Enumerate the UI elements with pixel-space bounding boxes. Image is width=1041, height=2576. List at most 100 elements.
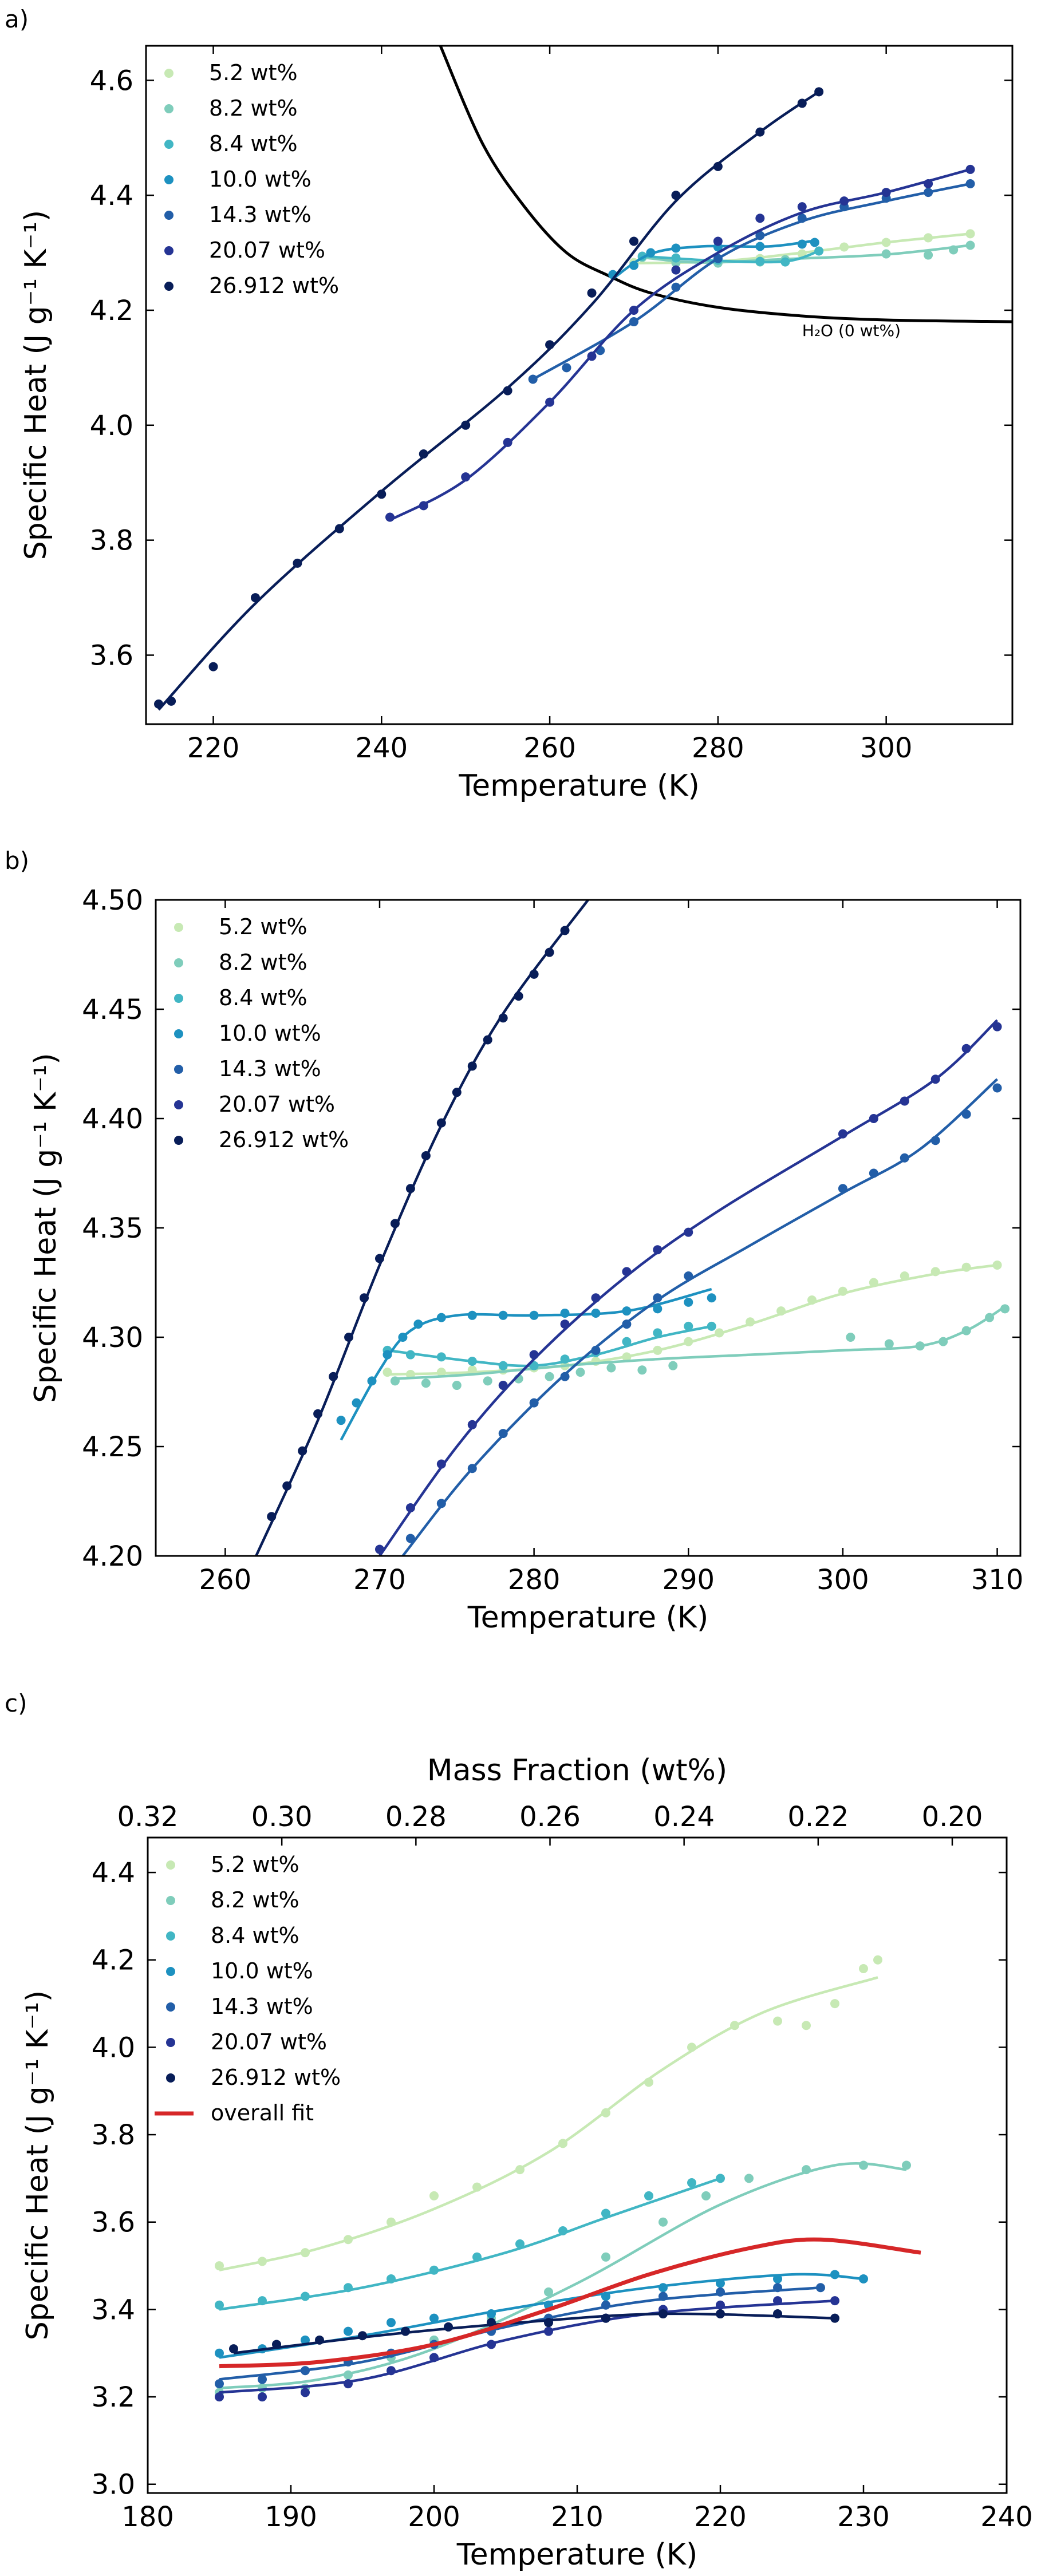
series-10-0-wt-	[336, 1287, 716, 1441]
legend-label: 5.2 wt%	[211, 1852, 299, 1877]
data-point	[215, 2261, 224, 2271]
data-point	[514, 991, 523, 1001]
data-point	[773, 2274, 782, 2283]
data-point	[336, 1416, 346, 1425]
data-point	[601, 2108, 610, 2117]
data-point	[776, 1306, 786, 1316]
data-point	[498, 1429, 508, 1439]
data-point	[671, 282, 681, 292]
data-point	[658, 2283, 668, 2293]
data-point	[797, 98, 807, 108]
data-point	[646, 248, 656, 258]
data-point	[716, 2174, 725, 2183]
data-point	[358, 2331, 367, 2341]
data-point	[930, 1136, 940, 1145]
legend-marker	[164, 211, 174, 220]
data-point	[405, 1503, 415, 1512]
data-point	[915, 1341, 925, 1351]
data-point	[744, 2174, 754, 2183]
data-point	[961, 1262, 971, 1272]
data-point	[529, 1398, 539, 1408]
series-26-912-wt-	[255, 900, 589, 1556]
x-tick-label: 240	[980, 2501, 1033, 2533]
water-annotation: H₂O (0 wt%)	[802, 321, 901, 340]
data-point	[467, 1357, 477, 1366]
data-point	[814, 246, 824, 256]
legend-marker	[174, 1029, 183, 1038]
data-point	[684, 1297, 693, 1307]
data-point	[334, 524, 344, 534]
fit-line	[395, 1305, 1006, 1380]
data-point	[258, 2257, 267, 2266]
top-x-tick-label: 0.22	[787, 1801, 849, 1833]
legend-label: 10.0 wt%	[219, 1021, 321, 1046]
data-point	[684, 1337, 693, 1346]
data-point	[301, 2388, 310, 2397]
fit-line	[233, 2312, 835, 2354]
data-point	[167, 696, 176, 706]
fit-line	[389, 168, 971, 521]
y-tick-label: 4.30	[82, 1322, 143, 1354]
y-tick-label: 4.0	[90, 410, 133, 442]
data-point	[560, 1354, 570, 1364]
y-tick-label: 4.50	[82, 884, 143, 916]
series-26-912-wt-	[229, 2309, 839, 2354]
series-5-2-wt-	[383, 1260, 1002, 1379]
series-5-2-wt-	[215, 1955, 882, 2271]
data-point	[671, 191, 681, 200]
data-point	[483, 1035, 492, 1045]
data-point	[267, 1512, 277, 1522]
legend-label: 8.4 wt%	[209, 131, 298, 156]
legend-label: 10.0 wt%	[209, 167, 311, 192]
data-point	[653, 1245, 663, 1255]
data-point	[545, 397, 555, 407]
data-point	[344, 2370, 353, 2380]
data-point	[383, 1368, 392, 1377]
data-point	[881, 249, 891, 259]
data-point	[629, 317, 638, 327]
top-x-tick-label: 0.28	[385, 1801, 447, 1833]
y-tick-label: 4.20	[82, 1540, 143, 1573]
data-point	[653, 1293, 663, 1303]
data-point	[814, 87, 824, 97]
data-point	[707, 1293, 716, 1303]
x-tick-label: 290	[662, 1564, 715, 1596]
data-point	[545, 340, 555, 350]
data-point	[684, 1227, 693, 1237]
data-point	[562, 363, 571, 373]
overall-fit-line	[219, 2237, 921, 2369]
data-point	[755, 256, 765, 266]
data-point	[716, 2300, 725, 2310]
data-point	[436, 1352, 446, 1362]
data-point	[545, 1372, 554, 1381]
data-point	[229, 2344, 238, 2354]
data-point	[544, 2318, 553, 2328]
legend-label: 14.3 wt%	[209, 202, 311, 227]
data-point	[900, 1096, 909, 1106]
x-axis-label: Temperature (K)	[467, 1601, 709, 1635]
series-14-3-wt-	[401, 1078, 1002, 1556]
data-point	[671, 243, 681, 253]
data-point	[671, 265, 681, 275]
series-14-3-wt-	[528, 179, 975, 384]
data-point	[390, 1376, 400, 1386]
y-tick-label: 4.2	[90, 295, 133, 327]
data-point	[467, 1310, 477, 1320]
data-point	[622, 1337, 632, 1346]
x-tick-label: 200	[408, 2501, 460, 2533]
y-tick-label: 3.0	[92, 2469, 135, 2501]
x-tick-label: 260	[199, 1564, 252, 1596]
data-point	[498, 1013, 508, 1023]
y-axis-label: Specific Heat (J g⁻¹ K⁻¹)	[19, 210, 53, 560]
data-point	[461, 472, 471, 482]
fit-line	[219, 2162, 907, 2390]
data-point	[780, 257, 790, 267]
data-point	[529, 1350, 539, 1360]
data-point	[637, 1365, 647, 1375]
data-point	[838, 1129, 847, 1139]
x-tick-label: 280	[508, 1564, 561, 1596]
y-tick-label: 4.40	[82, 1103, 143, 1135]
legend-marker	[166, 2073, 175, 2083]
data-point	[258, 2374, 267, 2384]
data-point	[839, 242, 849, 252]
